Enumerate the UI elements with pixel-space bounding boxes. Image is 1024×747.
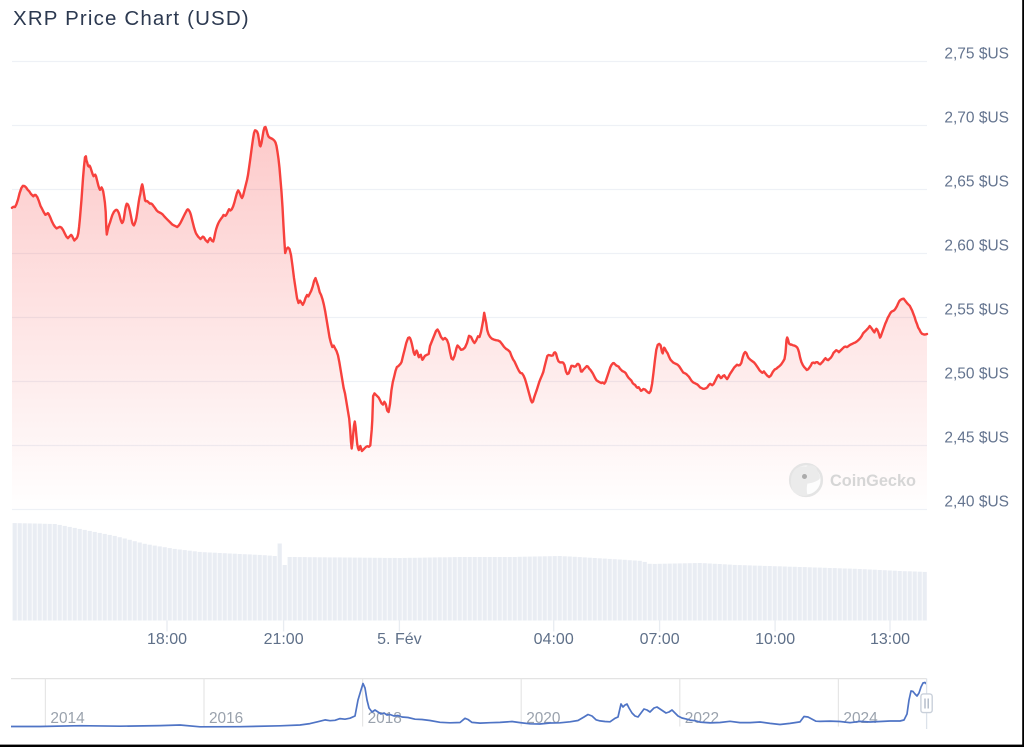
svg-text:2,55 $US: 2,55 $US — [944, 302, 1009, 319]
svg-text:04:00: 04:00 — [534, 631, 574, 648]
svg-text:2014: 2014 — [50, 710, 85, 727]
svg-text:10:00: 10:00 — [755, 631, 795, 648]
svg-text:2,40 $US: 2,40 $US — [944, 494, 1009, 511]
svg-text:2,65 $US: 2,65 $US — [944, 174, 1009, 191]
svg-text:21:00: 21:00 — [264, 631, 304, 648]
svg-text:2,75 $US: 2,75 $US — [944, 46, 1009, 63]
svg-text:2022: 2022 — [685, 710, 719, 727]
svg-text:CoinGecko: CoinGecko — [830, 472, 916, 490]
svg-text:13:00: 13:00 — [870, 631, 910, 648]
svg-text:XRP Price Chart (USD): XRP Price Chart (USD) — [13, 7, 250, 30]
svg-text:2016: 2016 — [209, 710, 243, 727]
svg-text:5. Fév: 5. Fév — [377, 631, 421, 648]
svg-text:2018: 2018 — [368, 710, 402, 727]
svg-text:2,45 $US: 2,45 $US — [944, 430, 1009, 447]
svg-text:18:00: 18:00 — [147, 631, 187, 648]
svg-text:07:00: 07:00 — [640, 631, 680, 648]
svg-text:2024: 2024 — [843, 710, 878, 727]
svg-text:2,60 $US: 2,60 $US — [944, 238, 1009, 255]
svg-text:2,50 $US: 2,50 $US — [944, 366, 1009, 383]
svg-text:2,70 $US: 2,70 $US — [944, 110, 1009, 127]
